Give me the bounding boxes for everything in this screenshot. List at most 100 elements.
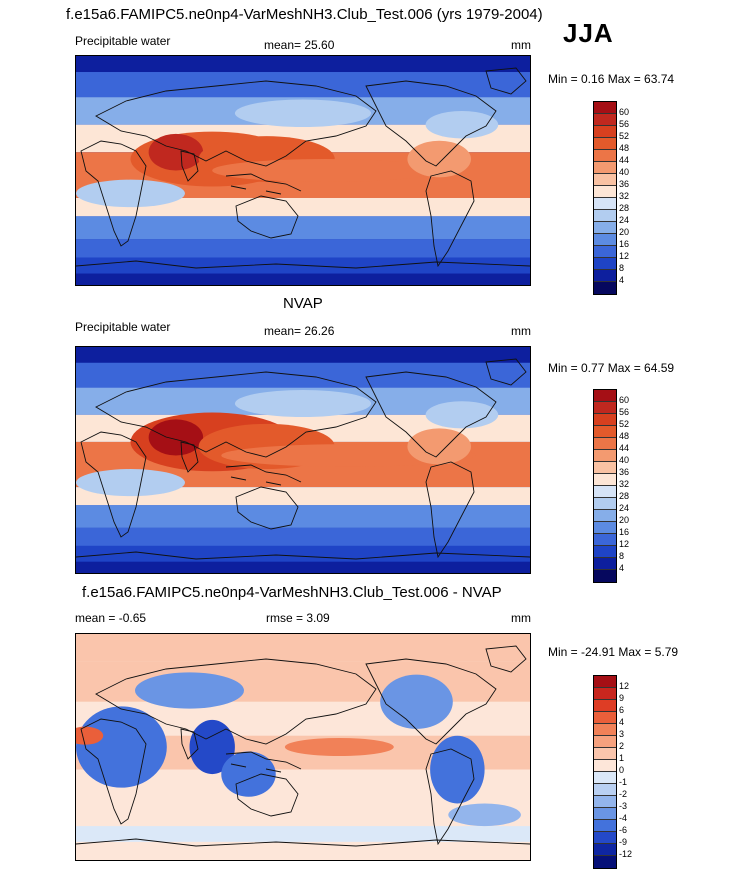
colorbar-tick-label: -12 — [619, 849, 633, 859]
panel2-map-plot — [76, 347, 530, 573]
colorbar-tick-label: 40 — [619, 167, 630, 177]
colorbar-swatch — [594, 450, 616, 462]
panel2-mean-label: mean= 26.26 — [264, 324, 335, 338]
colorbar-swatch — [594, 546, 616, 558]
panel2-units-label: mm — [511, 324, 531, 338]
colorbar-tick-label: 20 — [619, 515, 630, 525]
colorbar-swatch — [594, 426, 616, 438]
coastline — [235, 195, 299, 239]
colorbar-swatch — [594, 402, 616, 414]
colorbar-swatch — [594, 246, 616, 258]
colorbar-swatch — [594, 462, 616, 474]
colorbar-tick-label: 8 — [619, 263, 625, 273]
colorbar-swatch — [594, 558, 616, 570]
colorbar-tick-label: 44 — [619, 155, 630, 165]
colorbar-tick-label: 4 — [619, 717, 625, 727]
coastline — [80, 718, 147, 825]
colorbar-swatch — [594, 138, 616, 150]
colorbar-tick-label: 9 — [619, 693, 625, 703]
colorbar-swatch — [594, 282, 616, 294]
field-band — [76, 841, 530, 860]
panel1-map — [75, 55, 531, 286]
colorbar-swatch — [594, 700, 616, 712]
field-contour — [76, 726, 104, 745]
colorbar-swatch — [594, 534, 616, 546]
coastline — [80, 140, 147, 247]
colorbar-tick-label: 36 — [619, 467, 630, 477]
colorbar-swatch — [594, 820, 616, 832]
panel1-map-plot — [76, 56, 530, 285]
field-contour — [212, 159, 440, 182]
field-contour — [221, 751, 276, 797]
colorbar-tick-label: 28 — [619, 203, 630, 213]
colorbar-tick-label: 48 — [619, 143, 630, 153]
panel2-variable-label: Precipitable water — [75, 320, 171, 334]
field-contour — [148, 419, 204, 456]
colorbar-swatch — [594, 162, 616, 174]
coastline — [365, 658, 497, 745]
field-contour — [407, 140, 471, 178]
field-contour — [189, 719, 235, 775]
colorbar-swatch — [594, 186, 616, 198]
colorbar-swatch — [594, 270, 616, 282]
coastline — [365, 371, 497, 458]
colorbar-swatch — [594, 796, 616, 808]
colorbar-tick-label: 40 — [619, 455, 630, 465]
season-label: JJA — [563, 18, 614, 48]
field-contour — [135, 672, 244, 709]
field-contour — [425, 110, 499, 139]
colorbar-tick-label: 60 — [619, 395, 630, 405]
colorbar-tick-label: 60 — [619, 107, 630, 117]
colorbar-tick-label: 32 — [619, 191, 630, 201]
colorbar-tick-label: 1 — [619, 753, 625, 763]
panel1-units-label: mm — [511, 38, 531, 52]
colorbar-swatch — [594, 150, 616, 162]
colorbar-swatch — [594, 688, 616, 700]
panel3-mean-label: mean = -0.65 — [75, 611, 147, 625]
colorbar-swatch — [594, 198, 616, 210]
colorbar-swatch — [594, 784, 616, 796]
field-band — [76, 56, 530, 73]
colorbar-tick-label: 28 — [619, 491, 630, 501]
field-band — [76, 347, 530, 363]
panel2-map — [75, 346, 531, 574]
panel1-colorbar: 60 56 52 48 44 40 36 32 28 24 20 16 12 8 4 — [593, 101, 629, 295]
coastline — [425, 461, 475, 559]
field-band — [76, 216, 530, 240]
panel3-map-plot — [76, 634, 530, 860]
panel1-mean-label: mean= 25.60 — [264, 38, 335, 52]
coastline — [180, 150, 199, 182]
colorbar-tick-label: 12 — [619, 251, 630, 261]
field-band — [76, 826, 530, 842]
colorbar-tick-label: 52 — [619, 131, 630, 141]
panel3-units-label: mm — [511, 611, 531, 625]
colorbar-swatch — [594, 856, 616, 868]
colorbar-tick-label: 12 — [619, 681, 630, 691]
field-contour — [234, 389, 372, 418]
colorbar-swatch — [594, 772, 616, 784]
colorbar-swatch — [594, 570, 616, 582]
main-title: f.e15a6.FAMIPC5.ne0np4-VarMeshNH3.Club_T… — [66, 6, 543, 23]
field-band — [76, 197, 530, 217]
colorbar-swatch — [594, 676, 616, 688]
coastline — [76, 551, 530, 560]
colorbar-swatch — [594, 222, 616, 234]
panel3-rmse-label: rmse = 3.09 — [266, 611, 330, 625]
colorbar-tick-label: 4 — [619, 563, 625, 573]
colorbar-swatch — [594, 760, 616, 772]
colorbar-swatch — [594, 522, 616, 534]
colorbar-tick-label: 56 — [619, 119, 630, 129]
panel1-variable-label: Precipitable water — [75, 34, 171, 48]
field-contour — [234, 99, 372, 127]
panel2-colorbar: 60 56 52 48 44 40 36 32 28 24 20 16 12 8 4 — [593, 389, 629, 583]
colorbar-tick-label: -3 — [619, 801, 628, 811]
coastline — [225, 464, 302, 486]
field-contour — [380, 674, 453, 729]
colorbar-swatch — [594, 102, 616, 114]
panel2-title: NVAP — [283, 295, 323, 312]
colorbar-swatches — [593, 389, 617, 583]
colorbar-tick-label: 24 — [619, 503, 630, 513]
panel3-title: f.e15a6.FAMIPC5.ne0np4-VarMeshNH3.Club_T… — [82, 584, 502, 601]
colorbar-swatch — [594, 210, 616, 222]
coastline — [95, 371, 377, 458]
